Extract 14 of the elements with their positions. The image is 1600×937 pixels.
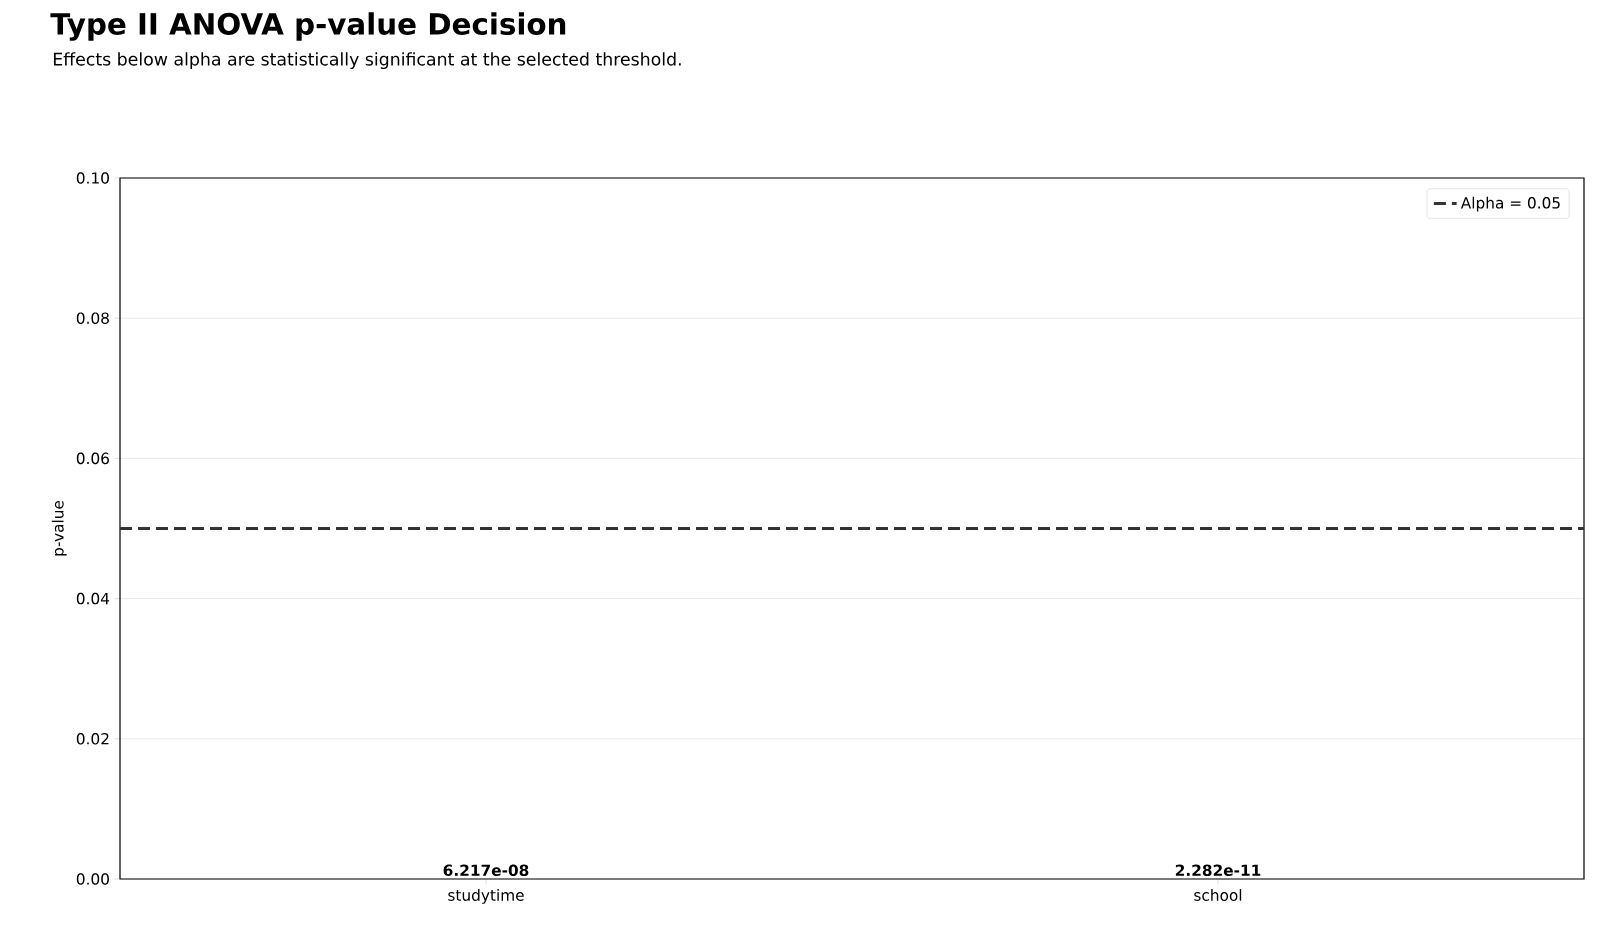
legend-label: Alpha = 0.05 bbox=[1460, 196, 1560, 212]
y-tick-label: 0.06 bbox=[76, 452, 109, 465]
data-label: 2.282e-11 bbox=[1175, 864, 1261, 877]
y-axis-title: p-value bbox=[51, 500, 67, 556]
y-tick-label: 0.02 bbox=[76, 732, 109, 745]
y-tick-label: 0.04 bbox=[76, 592, 110, 605]
x-tick-label: studytime bbox=[448, 889, 524, 904]
x-tick-label: school bbox=[1194, 889, 1242, 901]
y-tick-label: 0.10 bbox=[76, 172, 109, 184]
chart-title: Type II ANOVA p-value Decision bbox=[50, 12, 566, 41]
chart-subtitle: Effects below alpha are statistically significant at the selected threshold. bbox=[53, 52, 681, 70]
y-tick-label: 0.00 bbox=[76, 873, 109, 885]
y-tick-label: 0.08 bbox=[76, 312, 109, 324]
data-label: 6.217e-08 bbox=[443, 864, 529, 877]
